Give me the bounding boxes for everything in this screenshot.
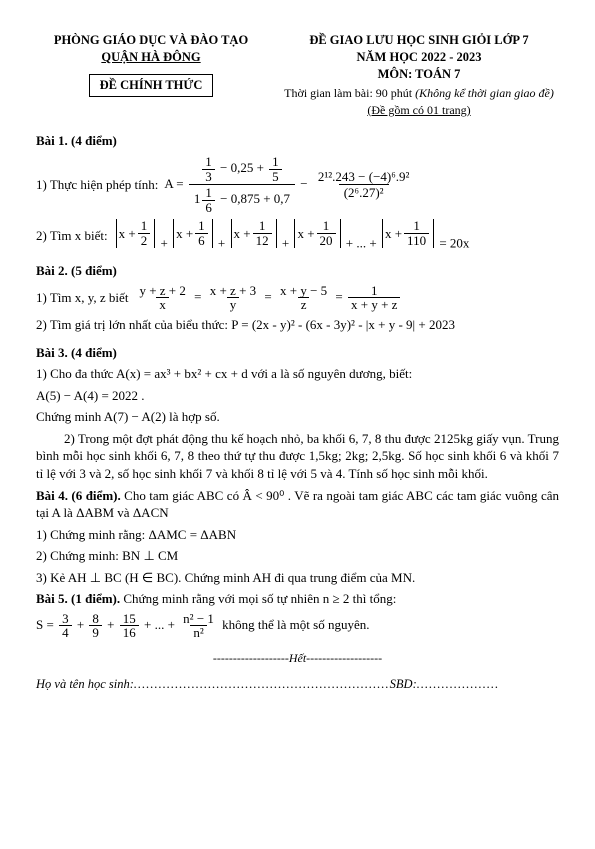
timing-italic: (Không kể thời gian giao đề) (415, 86, 554, 100)
b3-q2: 2) Trong một đợt phát động thu kế hoạch … (36, 430, 559, 483)
exam-page: PHÒNG GIÁO DỤC VÀ ĐÀO TẠO QUẬN HÀ ĐÔNG Đ… (0, 0, 595, 849)
title-2: NĂM HỌC 2022 - 2023 (279, 49, 559, 66)
bai5: Bài 5. (1 điểm). Chứng minh rằng với mọi… (36, 590, 559, 608)
bai5-head: Bài 5. (1 điểm). (36, 591, 120, 606)
bai1-head: Bài 1. (4 điểm) (36, 132, 559, 150)
b4-q3: 3) Kẻ AH ⊥ BC (H ∈ BC). Chứng minh AH đi… (36, 569, 559, 587)
header-left: PHÒNG GIÁO DỤC VÀ ĐÀO TẠO QUẬN HÀ ĐÔNG Đ… (36, 32, 266, 97)
name-label: Họ và tên học sinh: (36, 677, 134, 691)
b2-q2: 2) Tìm giá trị lớn nhất của biểu thức: P… (36, 316, 559, 334)
bai2-head: Bài 2. (5 điểm) (36, 262, 559, 280)
timing-prefix: Thời gian làm bài: 90 phút (284, 86, 415, 100)
official-box: ĐỀ CHÍNH THỨC (89, 74, 214, 97)
b3-q1-l1: 1) Cho đa thức A(x) = ax³ + bx² + cx + d… (36, 365, 559, 383)
bai3-head: Bài 3. (4 điểm) (36, 344, 559, 362)
name-dots: ........................................… (134, 677, 390, 691)
title-1: ĐỀ GIAO LƯU HỌC SINH GIỎI LỚP 7 (279, 32, 559, 49)
b1-q1-A: A = (164, 176, 183, 191)
b1-q2-expr: x +12 + x +16 + x +112 + x +120 + ... + … (114, 219, 470, 252)
b4-q1: 1) Chứng minh rằng: ΔAMC = ΔABN (36, 526, 559, 544)
header: PHÒNG GIÁO DỤC VÀ ĐÀO TẠO QUẬN HÀ ĐÔNG Đ… (36, 32, 559, 118)
footer: Họ và tên học sinh:.....................… (36, 676, 559, 693)
b3-q1-l3: Chứng minh A(7) − A(2) là hợp số. (36, 408, 559, 426)
header-right: ĐỀ GIAO LƯU HỌC SINH GIỎI LỚP 7 NĂM HỌC … (279, 32, 559, 118)
b1-q2: 2) Tìm x biết: x +12 + x +16 + x +112 + … (36, 219, 559, 252)
end-marker: -------------------Hết------------------… (36, 650, 559, 666)
sbd-label: SBD: (390, 677, 417, 691)
b2-q1-label: 1) Tìm x, y, z biết (36, 289, 128, 307)
page-count: (Đề gồm có 01 trang) (367, 102, 470, 118)
sbd-dots: .................... (417, 677, 500, 691)
b1-q1-left-frac: 13 − 0,25 + 15 116 − 0,875 + 0,7 (189, 154, 295, 216)
b2-q1-expr: y + z + 2x = x + z + 3y = x + y − 5z = 1… (134, 284, 402, 312)
dept-line-2: QUẬN HÀ ĐÔNG (36, 49, 266, 66)
b4-q2: 2) Chứng minh: BN ⊥ CM (36, 547, 559, 565)
b1-q1-right-frac: 2¹².243 − (−4)⁶.9² (2⁶.27)² (313, 169, 415, 201)
timing: Thời gian làm bài: 90 phút (Không kể thờ… (279, 85, 559, 101)
b3-q1-l2: A(5) − A(4) = 2022 . (36, 387, 559, 405)
bai4: Bài 4. (6 điểm). Cho tam giác ABC có Â <… (36, 487, 559, 522)
b1-q2-label: 2) Tìm x biết: (36, 227, 108, 245)
b2-q1: 1) Tìm x, y, z biết y + z + 2x = x + z +… (36, 284, 559, 312)
bai5-rest: Chứng minh rằng với mọi số tự nhiên n ≥ … (120, 591, 396, 606)
b1-q1-label: 1) Thực hiện phép tính: (36, 176, 158, 194)
b5-expr: S = 34 + 89 + 1516 + ... + n² − 1n² khôn… (36, 612, 559, 640)
b1-q1-expr: A = 13 − 0,25 + 15 116 − 0,875 + 0,7 − 2… (164, 154, 416, 216)
dept-line-1: PHÒNG GIÁO DỤC VÀ ĐÀO TẠO (36, 32, 266, 49)
b1-q1: 1) Thực hiện phép tính: A = 13 − 0,25 + … (36, 154, 559, 216)
title-3: MÔN: TOÁN 7 (279, 66, 559, 83)
bai4-head: Bài 4. (6 điểm). (36, 488, 121, 503)
